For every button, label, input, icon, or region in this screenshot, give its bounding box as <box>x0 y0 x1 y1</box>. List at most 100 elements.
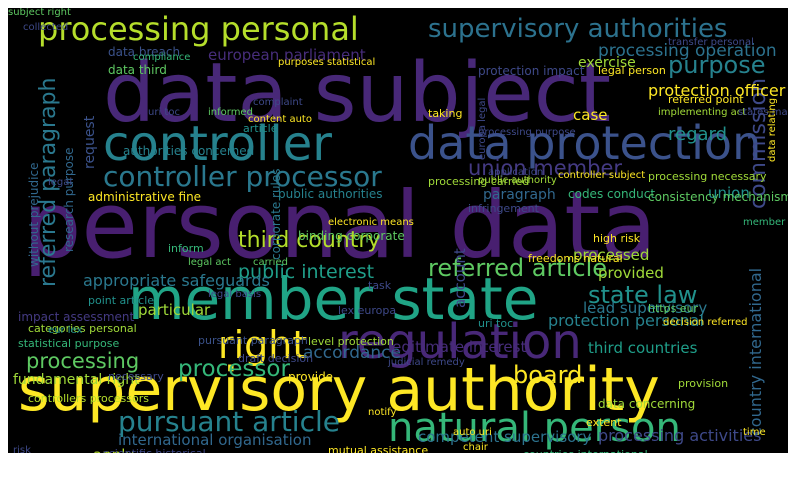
cloud-word: controller processor <box>103 160 382 193</box>
cloud-word: union <box>708 184 750 202</box>
cloud-word: decision referred <box>663 317 748 328</box>
cloud-word: third countries <box>588 339 698 357</box>
cloud-word: statistical purpose <box>18 337 120 350</box>
cloud-word: codes conduct <box>568 187 656 201</box>
cloud-word: categories personal <box>28 322 137 335</box>
cloud-word: legal basis <box>208 289 262 300</box>
cloud-word: processing personal <box>38 10 359 48</box>
cloud-word: extent <box>586 416 622 429</box>
cloud-word: purpose <box>668 51 766 79</box>
cloud-word: consistency mechanism <box>648 190 788 204</box>
cloud-word: referred point <box>668 93 744 106</box>
cloud-word: processing <box>26 349 140 373</box>
cloud-word: notify <box>368 407 397 418</box>
cloud-word: regard <box>668 124 728 145</box>
cloud-word: personal data <box>23 172 657 279</box>
cloud-word: level protection <box>308 335 394 348</box>
cloud-word: protection personal <box>548 311 704 330</box>
cloud-word: public authorities <box>278 187 383 201</box>
cloud-word: particular <box>138 301 211 319</box>
cloud-word: regulation <box>338 314 582 370</box>
cloud-word: impact assessment <box>18 310 135 324</box>
cloud-word: carried <box>253 257 288 268</box>
cloud-word: transfer personal <box>668 37 754 48</box>
cloud-word: article <box>243 122 278 135</box>
cloud-word: infringement <box>468 202 539 215</box>
cloud-word: task <box>368 279 392 292</box>
cloud-word: informed <box>208 107 253 118</box>
cloud-word: without prejudice <box>27 162 41 267</box>
cloud-word: legal person <box>598 64 666 77</box>
cloud-word: data concerning <box>598 397 696 411</box>
cloud-word: processing activities <box>598 426 762 445</box>
cloud-word: processor <box>178 356 290 382</box>
cloud-word: exercise <box>578 55 636 71</box>
cloud-word: content auto <box>248 114 312 125</box>
cloud-word: states may <box>738 107 788 118</box>
cloud-word: controllers processors <box>28 392 149 405</box>
cloud-word: legitimate interest <box>388 338 527 356</box>
cloud-word: implementing act <box>658 107 747 118</box>
cloud-word: compliance <box>133 52 191 63</box>
cloud-word: complaint <box>253 97 303 108</box>
cloud-word: time <box>743 427 766 438</box>
cloud-word: legal <box>48 177 73 188</box>
cloud-word: state law <box>588 281 698 309</box>
cloud-word: data protection <box>408 116 762 170</box>
cloud-word: european parliament <box>208 46 366 64</box>
cloud-word: corporate rules <box>269 168 283 260</box>
cloud-word: apply <box>93 448 134 454</box>
cloud-word: data relating <box>767 97 778 162</box>
cloud-word: lex europa <box>338 304 397 317</box>
cloud-word: binding corporate <box>298 229 405 243</box>
cloud-word: member state <box>128 265 539 333</box>
cloud-word: union member <box>468 156 623 180</box>
cloud-word: processing necessary <box>648 170 767 183</box>
cloud-word: eur lex <box>48 325 83 336</box>
cloud-word: purposes statistical <box>278 57 376 68</box>
cloud-word: judicial remedy <box>388 357 465 368</box>
cloud-word: electronic means <box>328 217 414 228</box>
cloud-word: mutual assistance <box>328 444 429 453</box>
cloud-word: uri toc <box>148 107 180 118</box>
cloud-word: processing operation <box>598 41 777 61</box>
cloud-word: controller subject <box>558 170 646 181</box>
cloud-word: legal act <box>188 257 231 268</box>
cloud-word: provide <box>288 370 334 384</box>
cloud-word: necessary <box>108 370 164 383</box>
cloud-word: processing purpose <box>478 127 576 138</box>
cloud-word: processing carried <box>428 175 530 188</box>
cloud-word: data subject <box>103 46 611 141</box>
cloud-word: application <box>488 167 544 178</box>
cloud-word: country international <box>746 267 765 436</box>
cloud-word: provision <box>678 377 729 390</box>
cloud-word: lead supervisory <box>583 299 708 317</box>
cloud-word: paragraph <box>483 187 556 203</box>
cloud-word: account <box>451 248 469 308</box>
cloud-word: risk <box>13 445 31 454</box>
cloud-word: auto uri <box>453 427 492 438</box>
cloud-word: uri toc <box>478 317 514 330</box>
cloud-word: protection officer <box>648 81 786 100</box>
cloud-word: case <box>573 106 608 124</box>
cloud-word: data breach <box>108 45 181 59</box>
cloud-word: appropriate safeguards <box>83 271 270 290</box>
cloud-word: third country <box>238 228 381 253</box>
cloud-word: member states <box>743 217 788 228</box>
cloud-word: public interest <box>238 261 375 283</box>
cloud-word: referred article <box>428 254 608 282</box>
cloud-word: processed <box>573 246 650 264</box>
cloud-word: taking <box>428 107 463 120</box>
word-cloud: data subject personal data supervisory aut… <box>8 8 788 453</box>
cloud-word: supervisory authority <box>18 355 660 425</box>
cloud-word: high risk <box>593 232 641 245</box>
cloud-word: authorities concerned <box>123 144 255 158</box>
cloud-word: board <box>513 361 583 389</box>
cloud-word: right <box>218 323 308 367</box>
cloud-word: provided <box>598 264 664 282</box>
cloud-word: inform <box>168 242 204 255</box>
cloud-word: countries international <box>523 449 648 453</box>
cloud-word: supervisory authorities <box>428 14 728 44</box>
cloud-word: chair <box>463 442 488 453</box>
cloud-word: data third <box>108 63 167 77</box>
